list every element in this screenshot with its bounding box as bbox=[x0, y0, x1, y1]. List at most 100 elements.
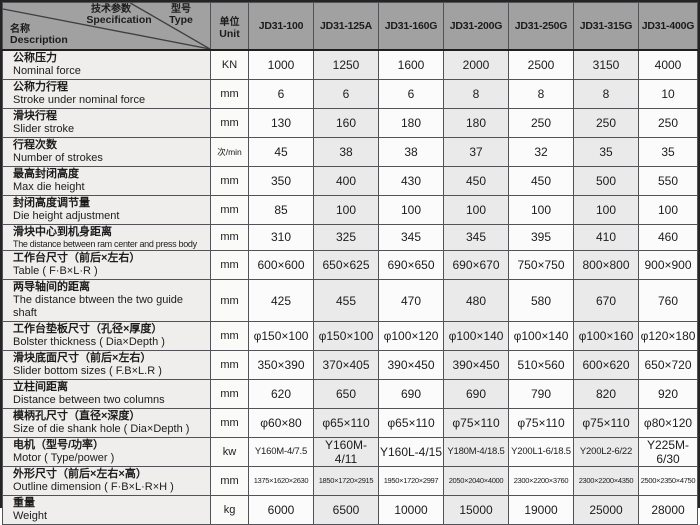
value-cell: φ65×110 bbox=[313, 407, 379, 438]
name-label-en: Description bbox=[10, 34, 68, 47]
row-label-en: Max die height bbox=[13, 180, 85, 193]
model-header-2: JD31-125A bbox=[313, 2, 379, 51]
value-cell: 1000 bbox=[248, 49, 314, 80]
value-cell: 8 bbox=[443, 78, 509, 109]
value-cell: 38 bbox=[378, 136, 444, 167]
value-cell: 370×405 bbox=[313, 349, 379, 380]
value-cell: 430 bbox=[378, 165, 444, 196]
row-label-en: Motor ( Type/power ) bbox=[13, 451, 115, 464]
model-header-6: JD31-315G bbox=[573, 2, 639, 51]
value-cell: 2300×2200×3760 bbox=[508, 465, 574, 496]
unit-cell: mm bbox=[210, 223, 249, 252]
value-cell: 310 bbox=[248, 223, 314, 252]
value-cell: 455 bbox=[313, 279, 379, 323]
unit-header-en: Unit bbox=[219, 27, 240, 40]
value-cell: 400 bbox=[313, 165, 379, 196]
row-label-en: The distance btween the two guide shaft bbox=[13, 294, 184, 320]
value-cell: 1950×1720×2997 bbox=[378, 465, 444, 496]
value-cell: 25000 bbox=[573, 494, 639, 525]
value-cell: 10000 bbox=[378, 494, 444, 525]
row-label-en: Number of strokes bbox=[13, 151, 103, 164]
table-row: 外形尺寸（前后×左右×高） Outline dimension ( F·B×L·R… bbox=[2, 465, 698, 496]
unit-cell: kg bbox=[210, 494, 249, 525]
row-label: 最高封闭高度 Max die height bbox=[2, 165, 211, 196]
unit-cell: mm bbox=[210, 250, 249, 281]
row-label: 重量 Weight bbox=[2, 494, 211, 525]
row-label: 两导轴间的距离 The distance btween the two guide… bbox=[2, 279, 211, 323]
value-cell: φ100×140 bbox=[508, 321, 574, 351]
value-cell: 8 bbox=[508, 78, 574, 109]
unit-cell: kw bbox=[210, 436, 249, 467]
row-label-zh: 电机（型号/功率） bbox=[13, 438, 105, 451]
value-cell: 8 bbox=[573, 78, 639, 109]
value-cell: 350×390 bbox=[248, 349, 314, 380]
value-cell: 6 bbox=[248, 78, 314, 109]
table-row: 两导轴间的距离 The distance btween the two guide… bbox=[2, 279, 698, 323]
row-label-en: Bolster thickness ( Dia×Depth ) bbox=[13, 336, 165, 349]
value-cell: φ80×120 bbox=[638, 407, 698, 438]
row-label-en: Die height adjustment bbox=[13, 209, 120, 222]
value-cell: 2500 bbox=[508, 49, 574, 80]
corner-spec-label: 技术参数 Specification bbox=[47, 4, 175, 27]
value-cell: 425 bbox=[248, 279, 314, 323]
unit-cell: mm bbox=[210, 165, 249, 196]
row-label: 公称压力 Nominal force bbox=[2, 49, 211, 80]
value-cell: 650×720 bbox=[638, 349, 698, 380]
type-label-en: Type bbox=[169, 14, 193, 27]
value-cell: 670 bbox=[573, 279, 639, 323]
value-cell: 85 bbox=[248, 194, 314, 225]
table-row: 立柱间距离 Distance between two columns mm 620 65… bbox=[2, 378, 698, 409]
value-cell: 1250 bbox=[313, 49, 379, 80]
corner-name-label: 名称 Description bbox=[10, 24, 68, 47]
diagonal-divider-lines bbox=[3, 3, 210, 49]
value-cell: 45 bbox=[248, 136, 314, 167]
unit-cell: mm bbox=[210, 279, 249, 323]
value-cell: 4000 bbox=[638, 49, 698, 80]
value-cell: 28000 bbox=[638, 494, 698, 525]
model-header-4: JD31-200G bbox=[443, 2, 509, 51]
type-label-zh: 型号 bbox=[171, 4, 191, 15]
row-label-zh: 封闭高度调节量 bbox=[13, 196, 90, 209]
row-label-en: Stroke under nominal force bbox=[13, 93, 146, 106]
value-cell: 6 bbox=[313, 78, 379, 109]
value-cell: 450 bbox=[443, 165, 509, 196]
value-cell: φ100×140 bbox=[443, 321, 509, 351]
value-cell: 100 bbox=[573, 194, 639, 225]
value-cell: 350 bbox=[248, 165, 314, 196]
table-row: 模柄孔尺寸（直径×深度） Size of die shank hole ( Dia… bbox=[2, 407, 698, 438]
table-row: 最高封闭高度 Max die height mm 350 400 430 450 450 500… bbox=[2, 165, 698, 196]
value-cell: 3150 bbox=[573, 49, 639, 80]
model-header-5: JD31-250G bbox=[508, 2, 574, 51]
row-label: 滑块行程 Slider stroke bbox=[2, 107, 211, 138]
row-label-en: Slider bottom sizes ( F.B×L.R ) bbox=[13, 364, 162, 377]
corner-type-label: 型号 Type bbox=[155, 4, 207, 27]
table-row: 重量 Weight kg 6000 6500 10000 15000 19000 25000 28… bbox=[2, 494, 698, 525]
value-cell: 345 bbox=[443, 223, 509, 252]
value-cell: φ150×100 bbox=[248, 321, 314, 351]
value-cell: 820 bbox=[573, 378, 639, 409]
spec-label-zh: 技术参数 bbox=[91, 4, 131, 15]
value-cell: 790 bbox=[508, 378, 574, 409]
value-cell: 1600 bbox=[378, 49, 444, 80]
value-cell: 37 bbox=[443, 136, 509, 167]
value-cell: φ120×180 bbox=[638, 321, 698, 351]
row-label-zh: 公称力行程 bbox=[13, 80, 68, 93]
value-cell: 2300×2200×4350 bbox=[573, 465, 639, 496]
value-cell: 2500×2350×4750 bbox=[638, 465, 698, 496]
value-cell: 160 bbox=[313, 107, 379, 138]
value-cell: Y160M-4/11 bbox=[313, 436, 379, 467]
row-label-zh: 最高封闭高度 bbox=[13, 167, 79, 180]
table-row: 滑块中心到机身距离 The distance between ram center… bbox=[2, 223, 698, 252]
value-cell: 100 bbox=[443, 194, 509, 225]
row-label: 电机（型号/功率） Motor ( Type/power ) bbox=[2, 436, 211, 467]
value-cell: 6500 bbox=[313, 494, 379, 525]
model-header-3: JD31-160G bbox=[378, 2, 444, 51]
row-label-en: Table ( F·B×L·R ) bbox=[13, 265, 98, 278]
row-label-en: The distance between ram center and pres… bbox=[13, 238, 197, 249]
value-cell: 750×750 bbox=[508, 250, 574, 281]
value-cell: Y200L2-6/22 bbox=[573, 436, 639, 467]
row-label-zh: 两导轴间的距离 bbox=[13, 281, 90, 294]
table-row: 电机（型号/功率） Motor ( Type/power ) kw Y160M-4/7… bbox=[2, 436, 698, 467]
row-label-zh: 公称压力 bbox=[13, 52, 57, 64]
unit-cell: mm bbox=[210, 78, 249, 109]
